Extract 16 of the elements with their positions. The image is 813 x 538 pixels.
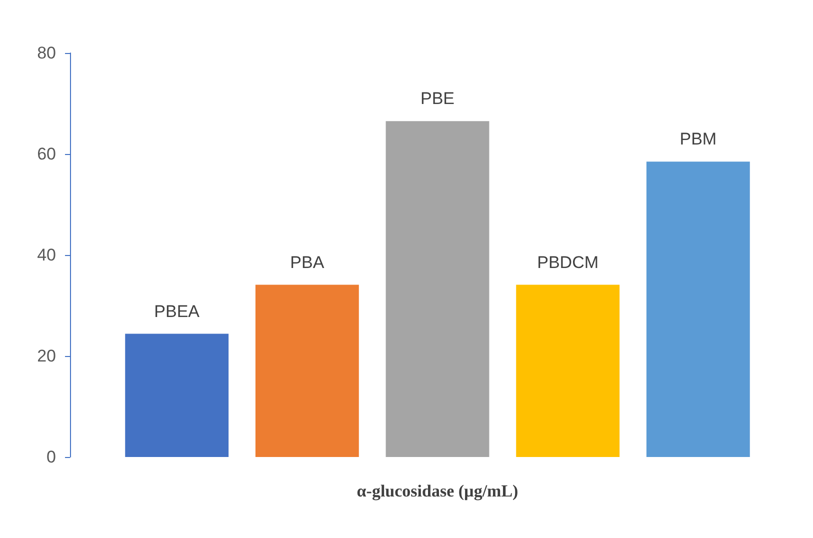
series-label: PBDCM [537,252,599,272]
bar [386,121,490,457]
y-tick-label: 40 [37,246,56,264]
bar [255,284,359,457]
y-tick-label: 60 [37,144,56,164]
bar [516,284,620,457]
series-label: PBA [290,252,325,272]
series-label: PBM [680,130,717,149]
y-tick-label: 0 [46,448,56,466]
y-tick-label: 80 [37,44,56,62]
x-axis-title: α-glucosidase (µg/mL) [356,482,518,500]
bar [125,334,229,457]
bar [646,162,750,457]
series-label: PBEA [154,302,200,321]
y-tick-label: 20 [37,346,56,366]
series-label: PBE [420,89,455,108]
